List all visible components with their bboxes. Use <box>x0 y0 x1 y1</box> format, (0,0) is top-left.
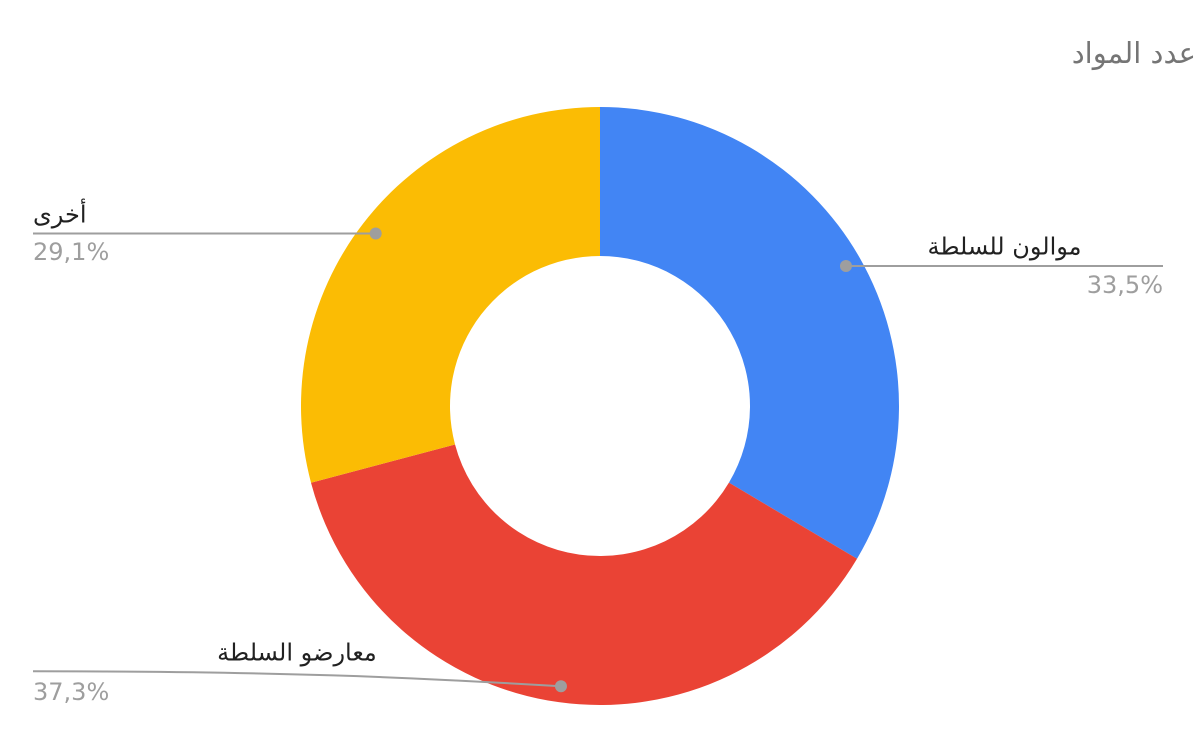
donut-slices <box>301 107 899 705</box>
leader-dot <box>369 227 382 240</box>
slice-label: أخرى <box>33 201 87 230</box>
slice-label: معارضو السلطة <box>217 638 377 667</box>
donut-slice-2[interactable] <box>311 444 858 705</box>
leader-dot <box>554 680 567 693</box>
slice-percent: 29,1% <box>33 238 110 267</box>
donut-slice-1[interactable] <box>600 107 899 559</box>
donut-slice-3[interactable] <box>301 107 600 483</box>
leader-line <box>32 670 562 688</box>
chart-title: عدد المواد <box>1071 36 1196 70</box>
slice-label: موالون للسلطة <box>927 232 1082 261</box>
slice-percent: 37,3% <box>33 678 110 707</box>
leader-dot <box>839 260 852 273</box>
slice-percent: 33,5% <box>1086 271 1163 300</box>
leader-lines <box>32 227 1163 693</box>
